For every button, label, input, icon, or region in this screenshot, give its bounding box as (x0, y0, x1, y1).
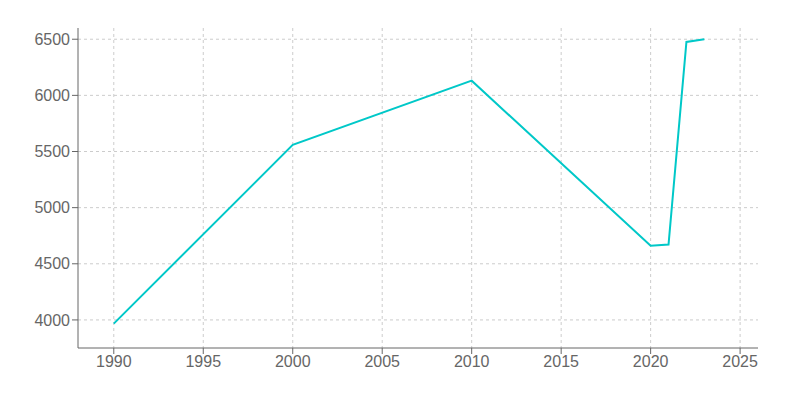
svg-text:2000: 2000 (275, 353, 311, 370)
svg-text:5500: 5500 (34, 143, 70, 160)
svg-text:1990: 1990 (96, 353, 132, 370)
svg-text:2005: 2005 (364, 353, 400, 370)
svg-text:6000: 6000 (34, 87, 70, 104)
svg-text:6500: 6500 (34, 31, 70, 48)
svg-text:4500: 4500 (34, 255, 70, 272)
svg-text:1995: 1995 (185, 353, 221, 370)
svg-text:5000: 5000 (34, 199, 70, 216)
svg-text:2015: 2015 (543, 353, 579, 370)
svg-text:2020: 2020 (633, 353, 669, 370)
svg-text:2010: 2010 (454, 353, 490, 370)
svg-text:4000: 4000 (34, 312, 70, 329)
svg-text:2025: 2025 (722, 353, 758, 370)
